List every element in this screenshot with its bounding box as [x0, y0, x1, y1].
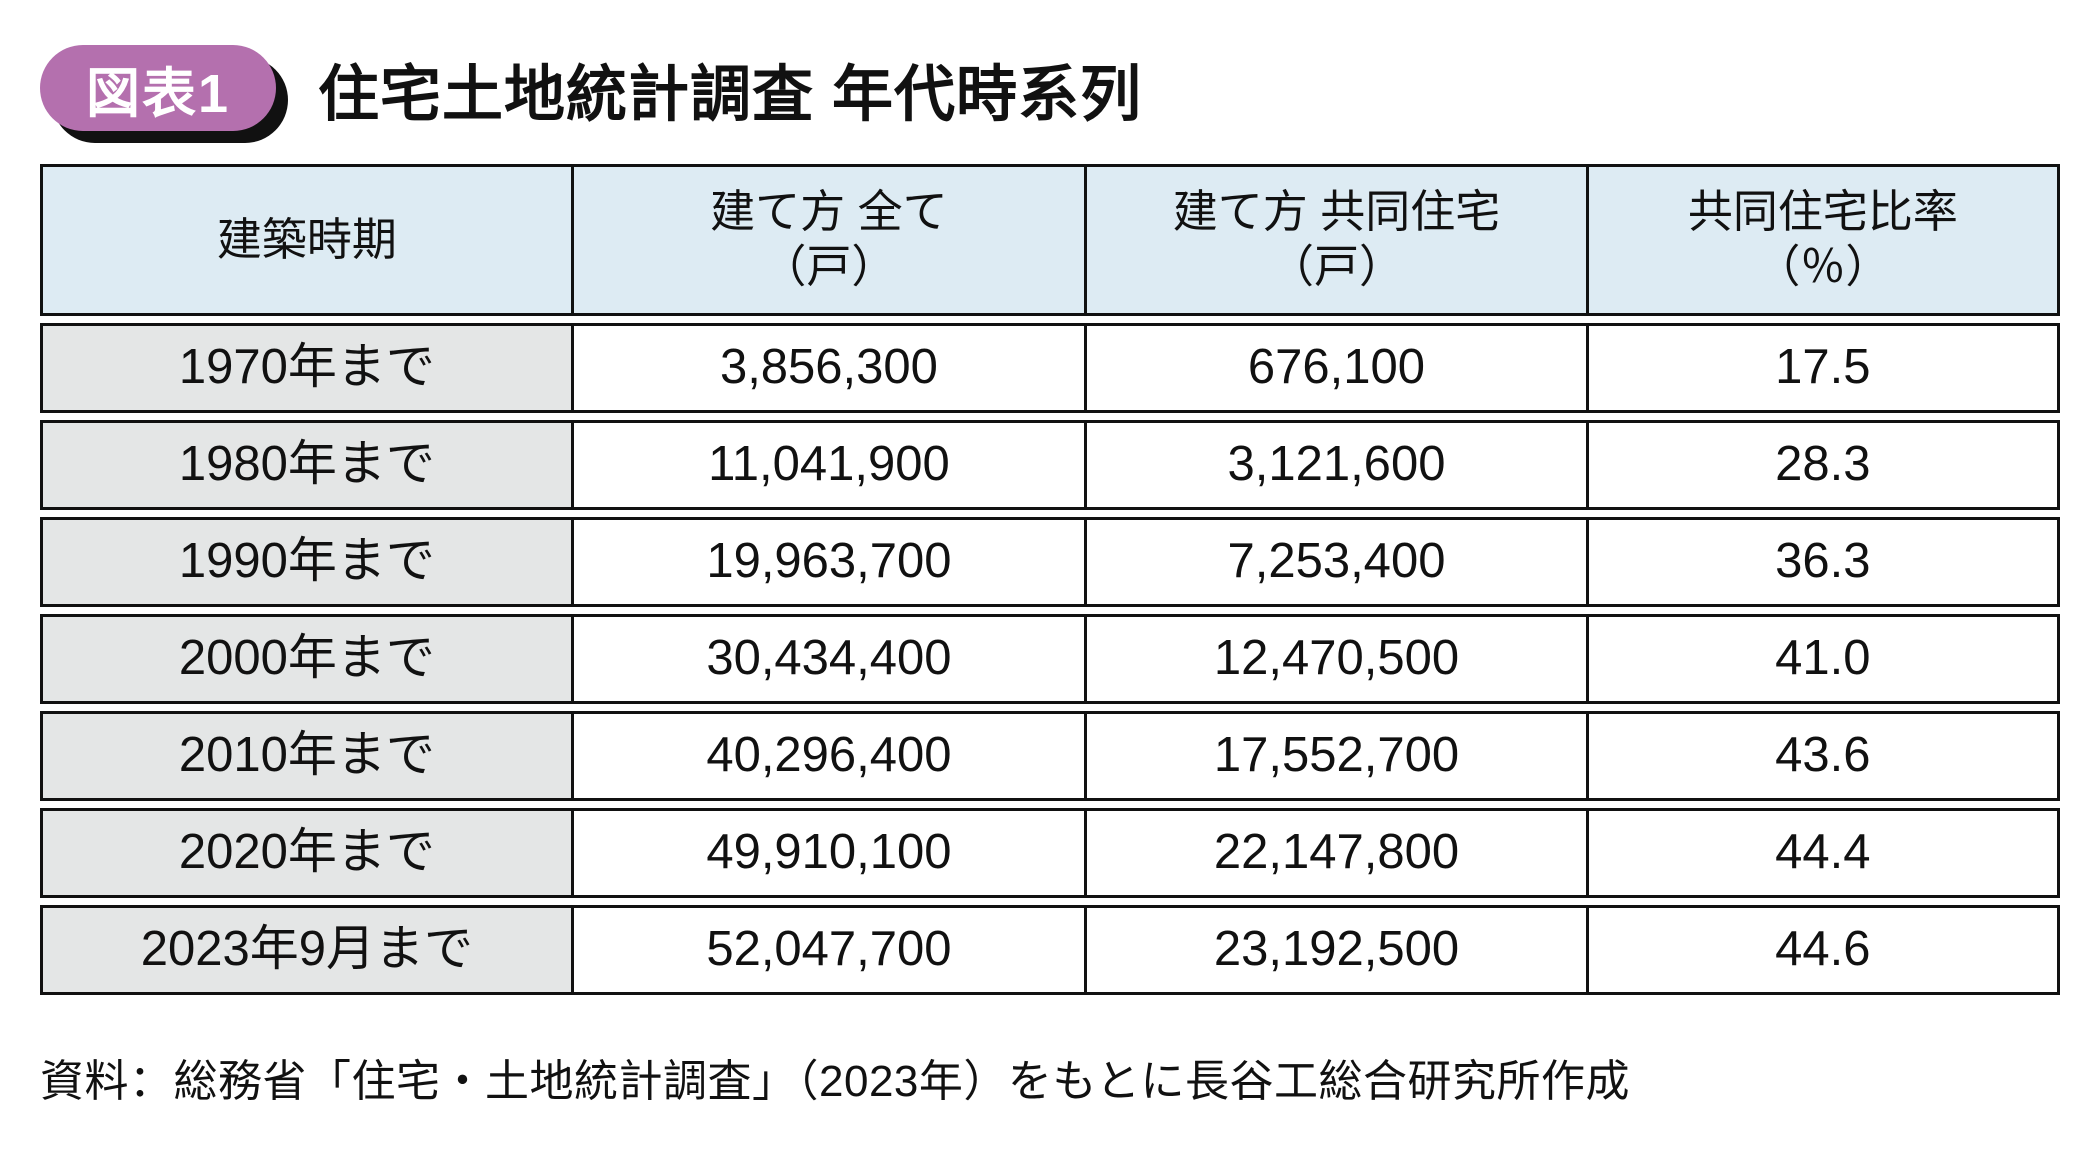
ratio-cell: 28.3 — [1585, 423, 2057, 507]
table-row: 2020年まで 49,910,100 22,147,800 44.4 — [40, 808, 2060, 898]
table-row: 1990年まで 19,963,700 7,253,400 36.3 — [40, 517, 2060, 607]
all-dwellings-cell: 49,910,100 — [570, 811, 1085, 895]
all-dwellings-cell: 30,434,400 — [570, 617, 1085, 701]
all-dwellings-cell: 3,856,300 — [570, 326, 1085, 410]
ratio-cell: 44.6 — [1585, 908, 2057, 992]
column-header-line: 建て方 共同住宅 — [1172, 186, 1501, 238]
apartments-cell: 23,192,500 — [1084, 908, 1585, 992]
period-cell: 1980年まで — [43, 423, 571, 507]
ratio-cell: 41.0 — [1585, 617, 2057, 701]
column-header-line: 建て方 全て — [710, 186, 948, 238]
table-row: 2000年まで 30,434,400 12,470,500 41.0 — [40, 614, 2060, 704]
column-header-line: （％） — [1755, 241, 1891, 292]
table-row: 1980年まで 11,041,900 3,121,600 28.3 — [40, 420, 2060, 510]
column-header-line: 建築時期 — [216, 213, 397, 265]
apartments-cell: 22,147,800 — [1084, 811, 1585, 895]
ratio-cell: 36.3 — [1585, 520, 2057, 604]
ratio-cell: 44.4 — [1585, 811, 2057, 895]
period-cell: 2020年まで — [43, 811, 571, 895]
table-row: 2010年まで 40,296,400 17,552,700 43.6 — [40, 711, 2060, 801]
period-cell: 1970年まで — [43, 326, 571, 410]
column-header-line: 共同住宅比率 — [1687, 186, 1958, 238]
table-row: 2023年9月まで 52,047,700 23,192,500 44.6 — [40, 905, 2060, 995]
all-dwellings-cell: 52,047,700 — [570, 908, 1085, 992]
table-row: 1970年まで 3,856,300 676,100 17.5 — [40, 323, 2060, 413]
column-header-all-dwellings: 建て方 全て （戸） — [570, 167, 1085, 313]
apartments-cell: 3,121,600 — [1084, 423, 1585, 507]
figure-badge-label: 図表1 — [85, 63, 231, 124]
table-header-row: 建築時期 建て方 全て （戸） 建て方 共同住宅 （戸） 共同住宅比率 （％） — [40, 164, 2060, 316]
apartments-cell: 12,470,500 — [1084, 617, 1585, 701]
apartments-cell: 17,552,700 — [1084, 714, 1585, 798]
ratio-cell: 17.5 — [1585, 326, 2057, 410]
all-dwellings-cell: 40,296,400 — [570, 714, 1085, 798]
figure-title: 住宅土地統計調査 年代時系列 — [318, 59, 1142, 128]
column-header-line: （戸） — [761, 241, 897, 292]
figure-badge: 図表1 — [40, 45, 276, 131]
all-dwellings-cell: 19,963,700 — [570, 520, 1085, 604]
all-dwellings-cell: 11,041,900 — [570, 423, 1085, 507]
column-header-period: 建築時期 — [43, 167, 571, 313]
source-note: 資料：総務省「住宅・土地統計調査」（2023年）をもとに長谷工総合研究所作成 — [40, 1057, 1630, 1106]
apartments-cell: 676,100 — [1084, 326, 1585, 410]
column-header-apartment-ratio: 共同住宅比率 （％） — [1585, 167, 2057, 313]
period-cell: 2000年まで — [43, 617, 571, 701]
period-cell: 1990年まで — [43, 520, 571, 604]
figure-header: 図表1 住宅土地統計調査 年代時系列 — [40, 36, 2060, 140]
ratio-cell: 43.6 — [1585, 714, 2057, 798]
period-cell: 2010年まで — [43, 714, 571, 798]
column-header-apartments: 建て方 共同住宅 （戸） — [1084, 167, 1586, 313]
period-cell: 2023年9月まで — [43, 908, 571, 992]
statistics-table: 建築時期 建て方 全て （戸） 建て方 共同住宅 （戸） 共同住宅比率 （％） … — [40, 164, 2060, 995]
column-header-line: （戸） — [1268, 241, 1404, 292]
apartments-cell: 7,253,400 — [1084, 520, 1585, 604]
